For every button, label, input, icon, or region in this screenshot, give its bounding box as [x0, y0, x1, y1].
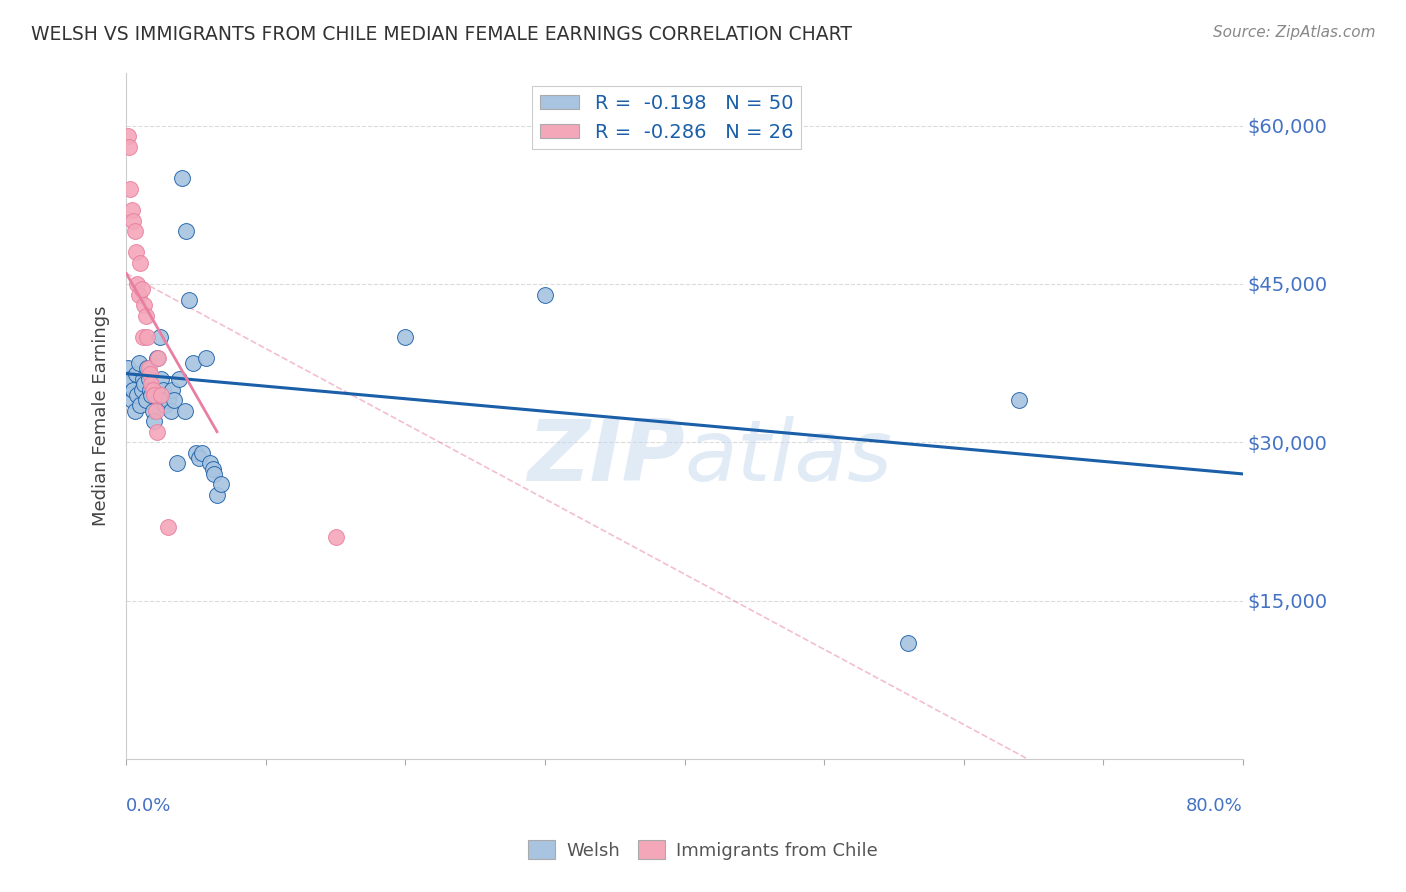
Point — [141, 377, 163, 392]
Point — [134, 298, 156, 312]
Point — [198, 456, 221, 470]
Point — [163, 392, 186, 407]
Point — [187, 451, 209, 466]
Point — [148, 351, 170, 365]
Point — [172, 171, 194, 186]
Point — [141, 388, 163, 402]
Point — [127, 388, 149, 402]
Text: 0.0%: 0.0% — [127, 797, 172, 814]
Point — [155, 398, 177, 412]
Point — [201, 461, 224, 475]
Point — [142, 383, 165, 397]
Point — [166, 456, 188, 470]
Point — [190, 446, 212, 460]
Point — [129, 398, 152, 412]
Point — [129, 256, 152, 270]
Point — [162, 383, 184, 397]
Point — [139, 367, 162, 381]
Point — [117, 129, 139, 144]
Point — [127, 277, 149, 291]
Point — [132, 372, 155, 386]
Point — [177, 293, 200, 307]
Point — [134, 377, 156, 392]
Point — [128, 287, 150, 301]
Point — [118, 377, 141, 392]
Point — [1008, 392, 1031, 407]
Point — [143, 388, 166, 402]
Point — [118, 140, 141, 154]
Point — [157, 519, 180, 533]
Point — [205, 488, 228, 502]
Point — [146, 425, 169, 439]
Point — [157, 392, 180, 407]
Y-axis label: Median Female Earnings: Median Female Earnings — [93, 306, 110, 526]
Point — [897, 636, 920, 650]
Text: 80.0%: 80.0% — [1187, 797, 1243, 814]
Point — [202, 467, 225, 481]
Point — [209, 477, 232, 491]
Point — [138, 361, 160, 376]
Point — [169, 372, 191, 386]
Point — [131, 282, 153, 296]
Point — [117, 361, 139, 376]
Point — [150, 372, 173, 386]
Point — [184, 446, 207, 460]
Point — [131, 383, 153, 397]
Point — [135, 392, 157, 407]
Text: WELSH VS IMMIGRANTS FROM CHILE MEDIAN FEMALE EARNINGS CORRELATION CHART: WELSH VS IMMIGRANTS FROM CHILE MEDIAN FE… — [31, 25, 852, 44]
Point — [125, 245, 148, 260]
Point — [143, 414, 166, 428]
Point — [139, 383, 162, 397]
Point — [125, 367, 148, 381]
Point — [122, 383, 145, 397]
Point — [121, 203, 143, 218]
Point — [194, 351, 217, 365]
Point — [124, 403, 146, 417]
Point — [152, 383, 174, 397]
Point — [146, 351, 169, 365]
Legend: R =  -0.198   N = 50, R =  -0.286   N = 26: R = -0.198 N = 50, R = -0.286 N = 26 — [533, 87, 801, 149]
Text: ZIP: ZIP — [527, 416, 685, 499]
Point — [150, 388, 173, 402]
Point — [181, 356, 204, 370]
Point — [145, 403, 167, 417]
Point — [128, 356, 150, 370]
Point — [120, 182, 142, 196]
Point — [176, 224, 198, 238]
Point — [325, 530, 347, 544]
Point — [174, 403, 197, 417]
Point — [160, 403, 183, 417]
Point — [534, 287, 557, 301]
Text: Source: ZipAtlas.com: Source: ZipAtlas.com — [1212, 25, 1375, 40]
Point — [122, 213, 145, 227]
Legend: Welsh, Immigrants from Chile: Welsh, Immigrants from Chile — [522, 833, 884, 867]
Point — [149, 330, 172, 344]
Point — [136, 361, 159, 376]
Point — [142, 403, 165, 417]
Point — [135, 309, 157, 323]
Point — [124, 224, 146, 238]
Point — [153, 392, 176, 407]
Point — [121, 392, 143, 407]
Point — [394, 330, 416, 344]
Text: atlas: atlas — [685, 416, 893, 499]
Point — [138, 372, 160, 386]
Point — [136, 330, 159, 344]
Point — [120, 372, 142, 386]
Point — [132, 330, 155, 344]
